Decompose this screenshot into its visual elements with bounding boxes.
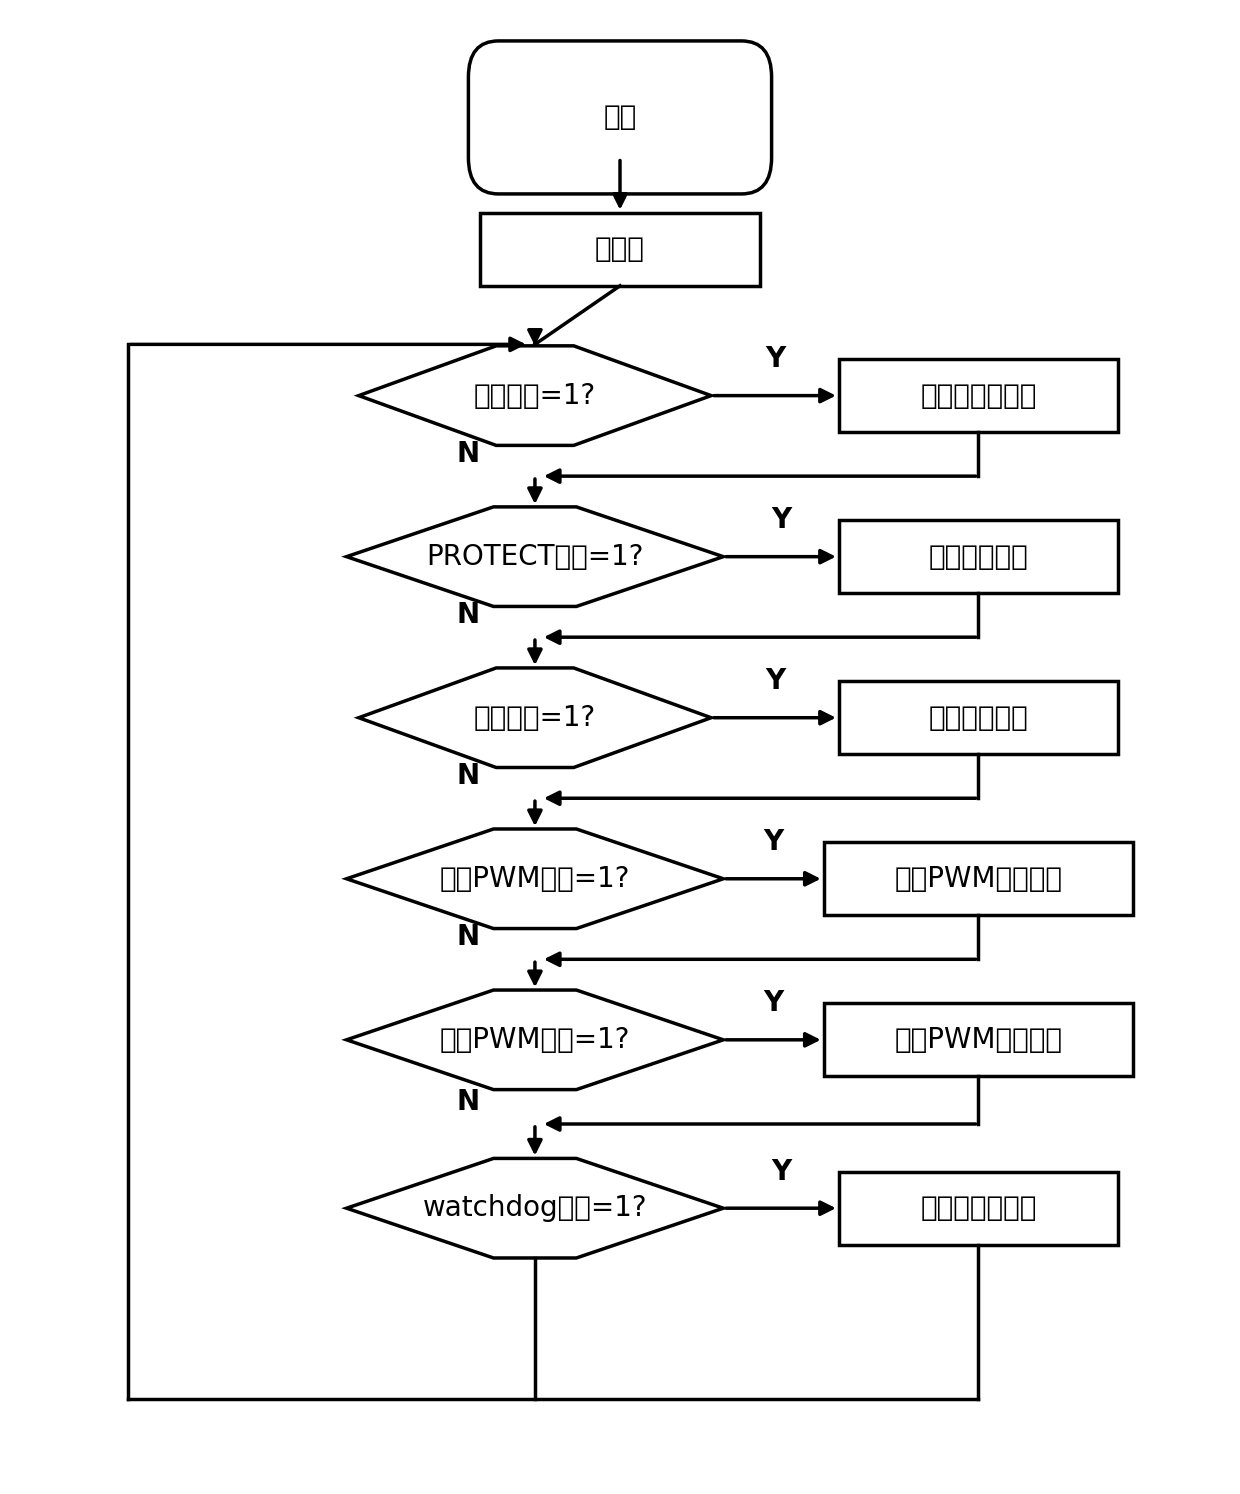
- Text: watchdog标志=1?: watchdog标志=1?: [423, 1194, 647, 1222]
- Text: Y: Y: [771, 506, 791, 533]
- Text: 开关量处理模块: 开关量处理模块: [920, 381, 1037, 409]
- Text: 电枢PWM处理模块: 电枢PWM处理模块: [894, 1026, 1063, 1053]
- Bar: [480, 212, 760, 285]
- Text: Y: Y: [764, 828, 784, 856]
- Text: N: N: [456, 441, 480, 468]
- Text: 串口标志=1?: 串口标志=1?: [474, 704, 596, 732]
- Text: 励磁PWM标志=1?: 励磁PWM标志=1?: [440, 865, 630, 893]
- Text: Y: Y: [764, 989, 784, 1017]
- Text: 初始化: 初始化: [595, 235, 645, 263]
- Bar: [838, 681, 1118, 754]
- Text: 励磁PWM处理模块: 励磁PWM处理模块: [894, 865, 1063, 893]
- Text: 看门狗处理模块: 看门狗处理模块: [920, 1194, 1037, 1222]
- Text: 开关标志=1?: 开关标志=1?: [474, 381, 596, 409]
- Bar: [823, 843, 1133, 916]
- Text: PROTECT标志=1?: PROTECT标志=1?: [427, 542, 644, 571]
- Text: N: N: [456, 762, 480, 790]
- Text: Y: Y: [765, 668, 785, 695]
- Text: 电枢PWM标志=1?: 电枢PWM标志=1?: [440, 1026, 630, 1053]
- Polygon shape: [346, 829, 723, 929]
- Bar: [838, 520, 1118, 593]
- Text: 串口处理模块: 串口处理模块: [929, 704, 1028, 732]
- Text: N: N: [456, 1088, 480, 1116]
- Text: Y: Y: [771, 1158, 791, 1186]
- Text: Y: Y: [765, 345, 785, 374]
- Polygon shape: [346, 506, 723, 607]
- Polygon shape: [346, 1158, 723, 1258]
- Text: 故障检测模块: 故障检测模块: [929, 542, 1028, 571]
- Text: N: N: [456, 923, 480, 952]
- FancyBboxPatch shape: [469, 40, 771, 194]
- Bar: [823, 1004, 1133, 1077]
- Bar: [838, 1171, 1118, 1245]
- Text: 开始: 开始: [604, 103, 636, 131]
- Bar: [838, 359, 1118, 432]
- Polygon shape: [346, 991, 723, 1089]
- Polygon shape: [358, 668, 711, 768]
- Polygon shape: [358, 345, 711, 445]
- Text: N: N: [456, 601, 480, 629]
